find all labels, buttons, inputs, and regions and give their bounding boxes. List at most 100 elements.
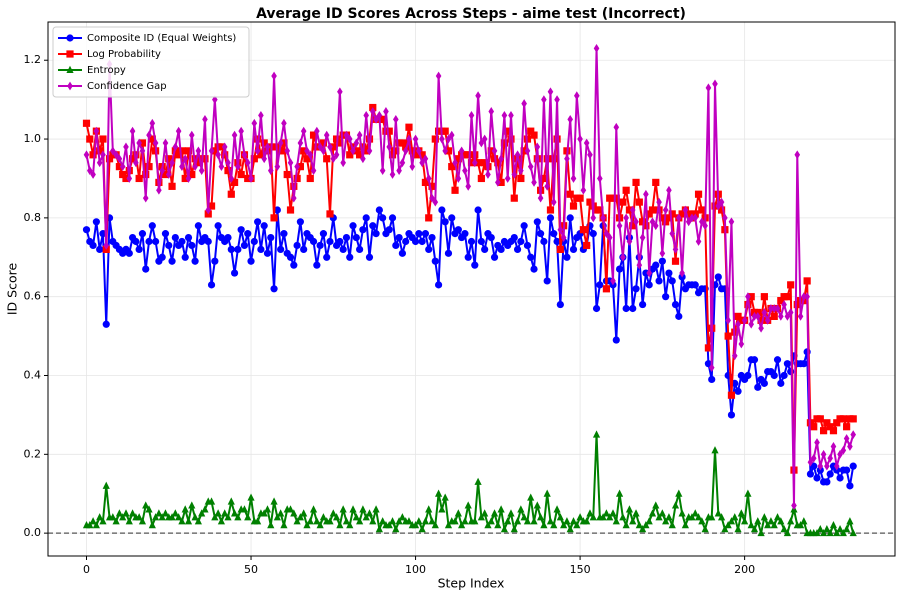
data-point [826, 528, 834, 537]
data-point [510, 194, 518, 202]
data-point [467, 159, 476, 167]
x-tick-label: 100 [405, 563, 426, 576]
data-point [307, 150, 314, 160]
data-point [399, 158, 406, 168]
data-point [178, 237, 186, 246]
data-point [615, 489, 624, 497]
data-point [369, 222, 377, 230]
data-point [416, 146, 422, 156]
data-point [178, 147, 186, 155]
data-point [840, 445, 847, 455]
data-point [556, 245, 564, 253]
data-point [280, 230, 288, 238]
data-point [580, 185, 587, 195]
data-point [698, 206, 706, 214]
series-line [86, 433, 855, 535]
data-point [175, 513, 183, 521]
data-point [428, 182, 436, 190]
data-point [606, 513, 614, 521]
data-point [589, 513, 597, 521]
data-point [148, 222, 156, 230]
data-point [142, 265, 150, 273]
data-point [217, 517, 226, 525]
data-point [754, 517, 762, 525]
data-point [339, 245, 347, 253]
data-point [824, 461, 830, 471]
data-point [494, 521, 502, 529]
data-point [171, 509, 179, 517]
data-point [471, 158, 478, 168]
data-point [566, 214, 574, 222]
data-point [849, 462, 857, 470]
data-point [816, 415, 824, 423]
data-point [247, 257, 255, 265]
data-point [685, 217, 692, 227]
data-point [603, 229, 610, 239]
data-point [402, 146, 409, 156]
data-point [787, 308, 794, 317]
data-point [800, 517, 808, 525]
legend-marker [66, 50, 74, 58]
data-point [721, 525, 729, 533]
data-point [671, 501, 680, 509]
y-axis-label: ID Score [5, 263, 20, 316]
data-point [592, 430, 601, 438]
data-point [419, 158, 425, 168]
data-point [727, 391, 736, 399]
data-point [827, 453, 833, 463]
legend-marker [66, 34, 74, 42]
data-point [191, 257, 199, 265]
data-point [442, 146, 448, 156]
data-point [263, 505, 272, 513]
data-point [202, 114, 208, 124]
data-point [504, 517, 512, 525]
data-point [656, 197, 662, 207]
data-point [237, 226, 245, 234]
data-point [346, 151, 354, 159]
data-point [432, 197, 439, 207]
data-point [96, 245, 104, 253]
data-point [138, 230, 147, 238]
x-tick-label: 150 [570, 563, 591, 576]
data-point [329, 143, 337, 151]
data-point [82, 119, 91, 127]
data-point [507, 135, 515, 143]
data-point [408, 147, 416, 155]
data-point [487, 147, 495, 155]
data-point [691, 281, 699, 289]
data-point [826, 470, 834, 478]
data-point [431, 257, 439, 265]
data-point [770, 521, 778, 529]
data-point [612, 194, 620, 202]
data-point [527, 493, 535, 501]
data-point [481, 159, 489, 167]
data-point [645, 210, 653, 218]
data-point [258, 111, 264, 120]
data-point [385, 226, 393, 234]
data-point [629, 304, 637, 313]
data-point [145, 163, 153, 171]
data-point [277, 509, 285, 517]
data-point [579, 226, 587, 234]
data-point [836, 474, 844, 482]
data-point [100, 150, 106, 160]
data-point [748, 319, 755, 329]
data-point [304, 146, 310, 156]
data-point [293, 241, 301, 250]
data-point [576, 194, 584, 202]
data-point [563, 517, 571, 525]
data-point [316, 521, 324, 529]
data-point [225, 158, 231, 168]
data-point [596, 206, 604, 214]
data-point [251, 118, 258, 128]
data-point [843, 466, 851, 474]
data-point [192, 162, 198, 172]
data-point [454, 155, 462, 163]
data-point [813, 528, 821, 537]
data-point [244, 230, 252, 238]
data-point [671, 257, 680, 265]
data-point [323, 155, 331, 163]
data-point [465, 181, 472, 191]
data-point [622, 186, 630, 194]
